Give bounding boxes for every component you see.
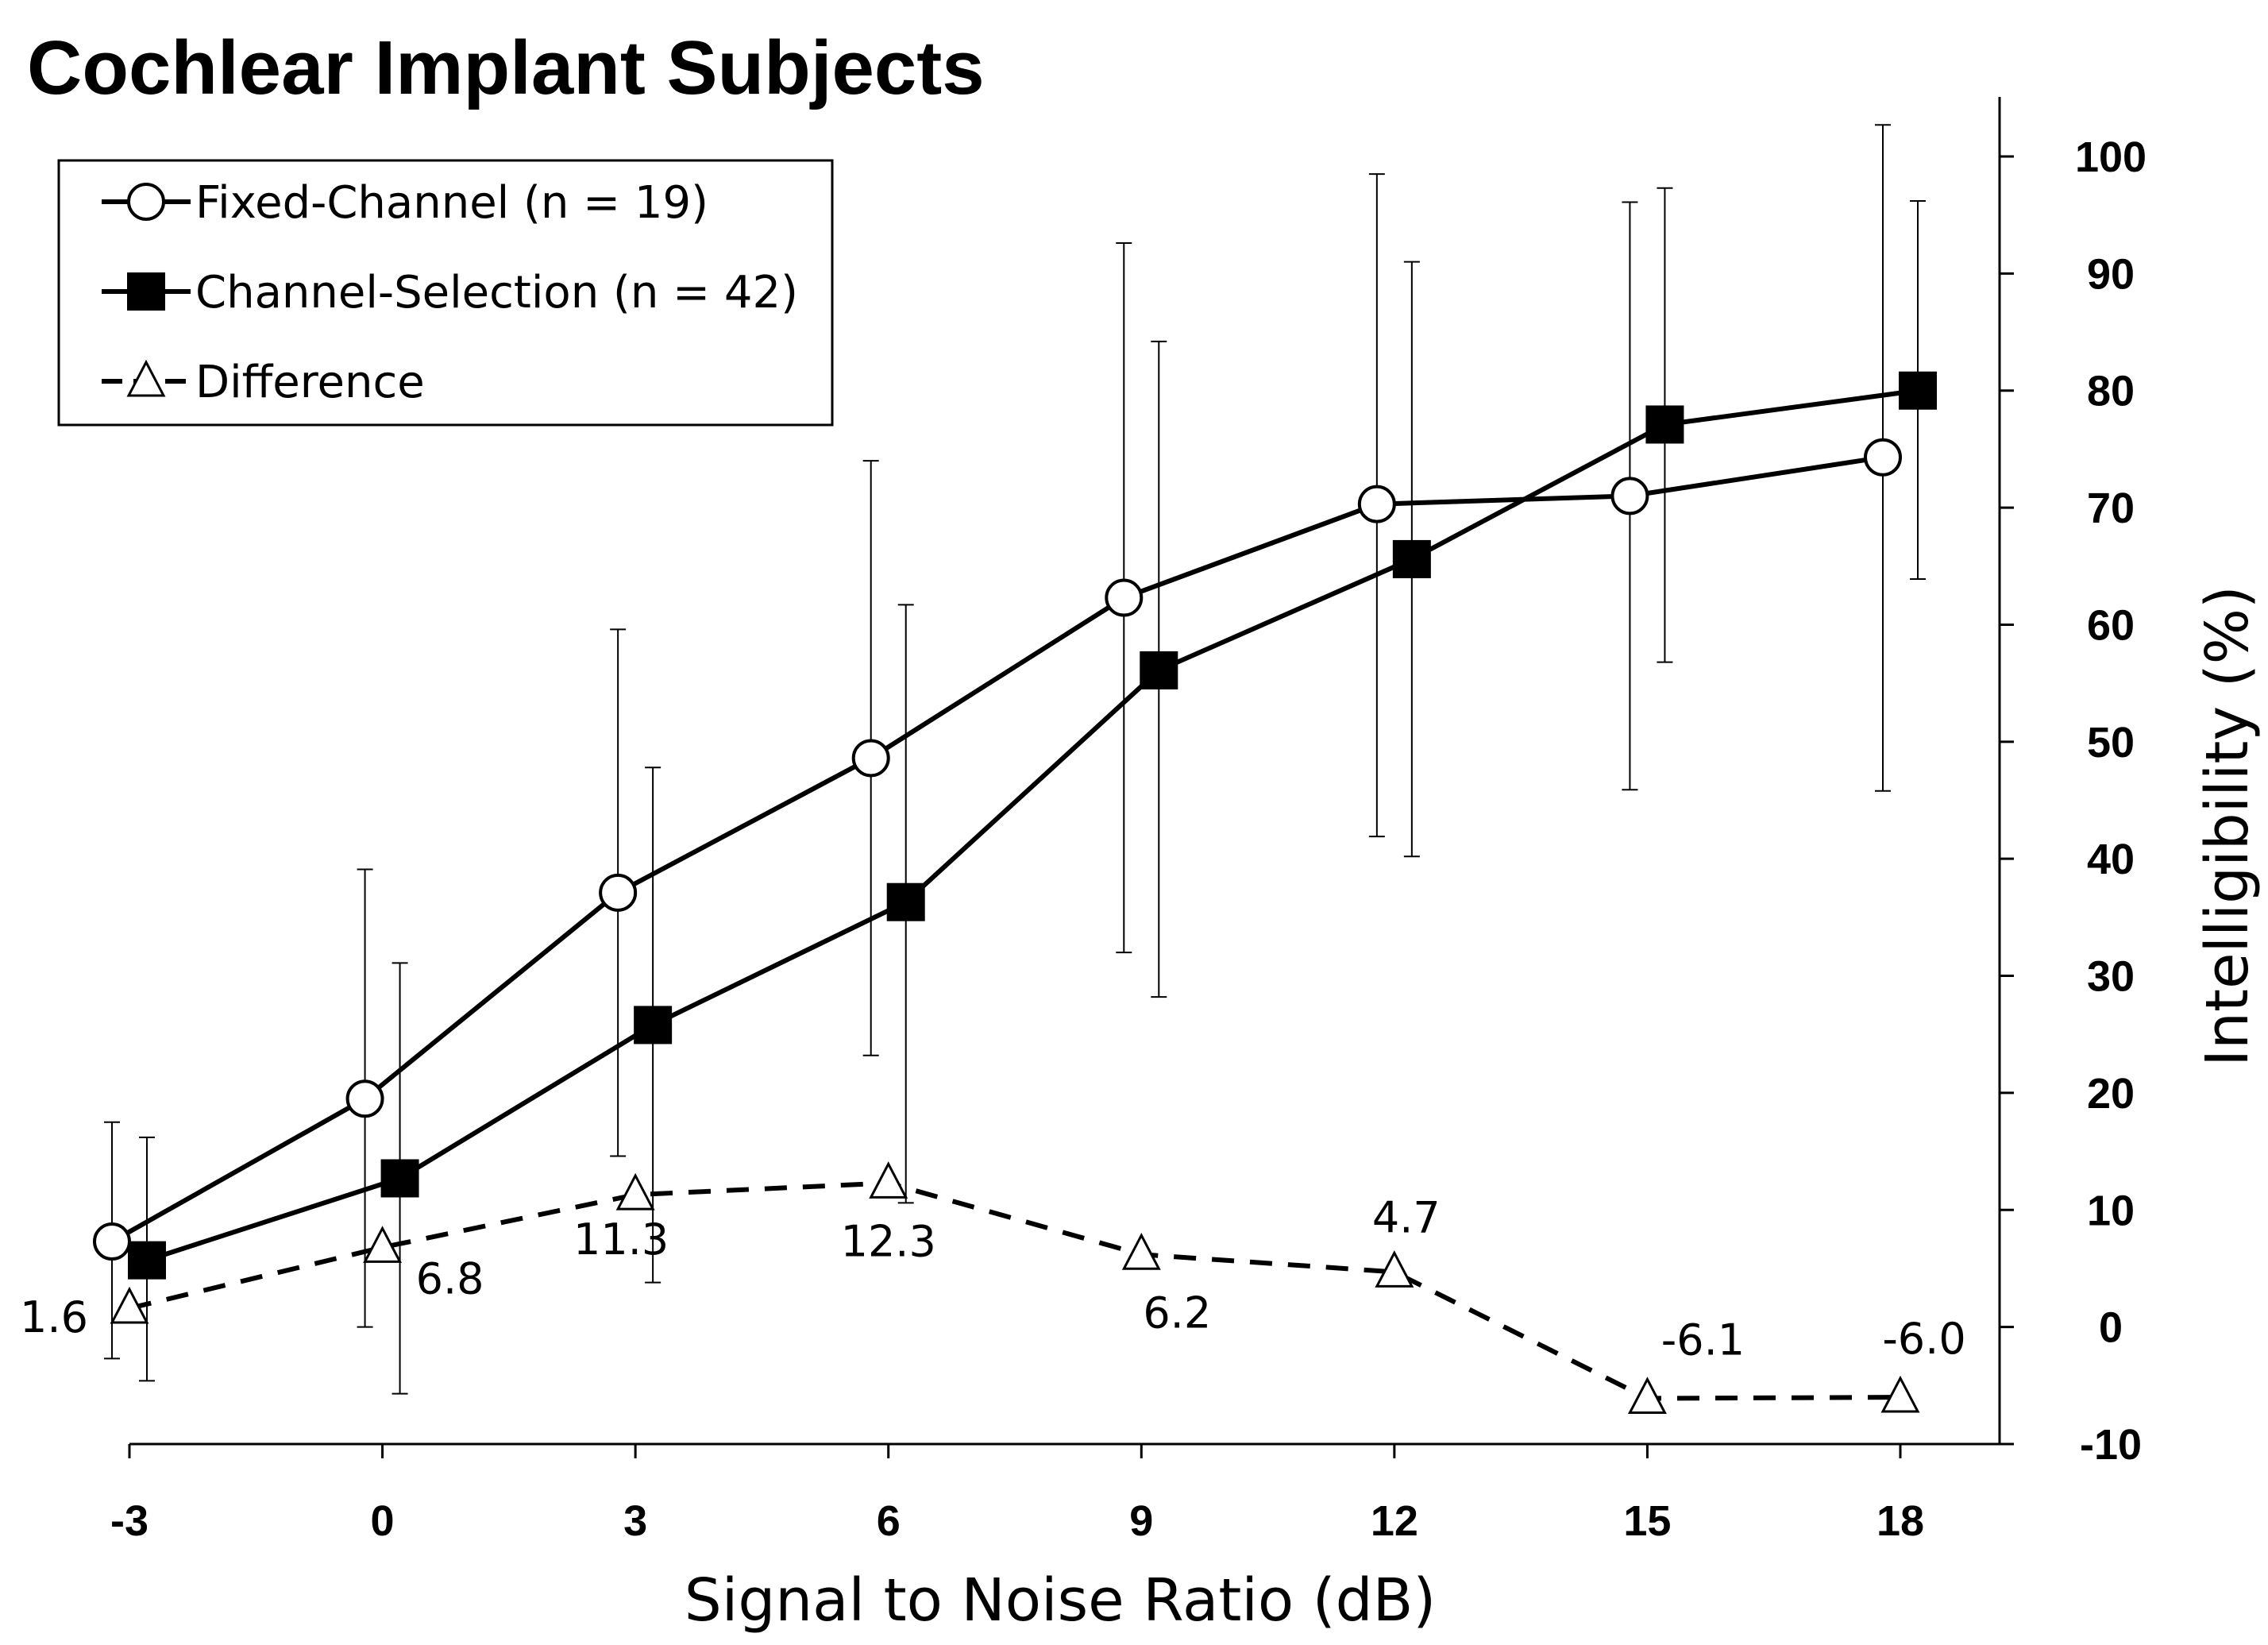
x-tick-label: 3 (623, 1497, 647, 1545)
series-marker (869, 1161, 908, 1199)
legend-label: Channel-Selection (n = 42) (195, 267, 798, 319)
x-tick-label: -3 (110, 1497, 148, 1545)
x-tick-label: 12 (1371, 1497, 1418, 1545)
x-tick-label: 9 (1129, 1497, 1153, 1545)
legend-label: Fixed-Channel (n = 19) (195, 177, 708, 229)
legend-marker (127, 272, 165, 311)
series-line (110, 454, 1884, 1244)
series-marker (1864, 438, 1902, 477)
y-tick-label: 70 (2087, 485, 2135, 532)
series-marker (886, 882, 925, 921)
data-label: 6.2 (1143, 1288, 1211, 1338)
x-tick-label: 18 (1876, 1497, 1924, 1545)
series-marker (1140, 651, 1178, 689)
series-marker (1357, 485, 1396, 523)
y-tick-label: 90 (2087, 250, 2135, 298)
x-tick-label: 15 (1623, 1497, 1671, 1545)
series-marker (1880, 1375, 1920, 1413)
series-line (129, 1180, 1901, 1401)
series-marker (1627, 1377, 1667, 1415)
series-marker (1610, 477, 1649, 516)
y-axis-title: Intelligibility (%) (2193, 585, 2262, 1067)
series-marker (615, 1172, 655, 1211)
data-label: -6.1 (1661, 1315, 1745, 1365)
x-tick-label: 0 (371, 1497, 395, 1545)
y-tick-label: 50 (2087, 719, 2135, 767)
series-lines (110, 388, 1919, 1401)
series-marker (128, 1241, 166, 1280)
series-marker (363, 1226, 403, 1263)
legend: Fixed-Channel (n = 19) Channel-Selection … (57, 159, 834, 427)
chart-title: Cochlear Implant Subjects (27, 25, 985, 110)
series-marker (634, 1006, 673, 1045)
data-label: 4.7 (1372, 1192, 1441, 1242)
legend-marker (126, 359, 166, 397)
data-label: 11.3 (573, 1214, 669, 1265)
series-marker (380, 1159, 419, 1198)
x-axis-title: Signal to Noise Ratio (dB) (685, 1566, 1436, 1635)
axes: -3 0 3 6 9 12 15 18 -10 0 10 20 30 40 50 60 70 80 90 100 (110, 97, 2146, 1545)
data-labels: 1.6 6.8 11.3 12.3 6.2 4.7 -6.1 -6.0 (20, 1192, 1966, 1365)
series-marker (851, 739, 890, 778)
x-tick-label: 6 (877, 1497, 901, 1545)
y-tick-label: 60 (2087, 601, 2135, 649)
series-marker (110, 1286, 149, 1324)
series-marker (1375, 1250, 1414, 1288)
y-tick-label: 30 (2087, 953, 2135, 1001)
series-marker (345, 1079, 384, 1118)
series-line (146, 388, 1919, 1263)
y-tick-label: 40 (2087, 836, 2135, 883)
series-marker (599, 873, 638, 912)
legend-label: Difference (195, 357, 425, 408)
data-label: 6.8 (416, 1253, 484, 1303)
y-tick-label: -10 (2080, 1421, 2142, 1469)
data-label: 12.3 (841, 1216, 936, 1266)
series-markers (93, 371, 1937, 1415)
series-marker (93, 1222, 131, 1261)
y-tick-label: 0 (2099, 1304, 2123, 1352)
legend-marker (127, 183, 165, 221)
series-marker (1121, 1233, 1161, 1270)
y-tick-label: 20 (2087, 1070, 2135, 1118)
series-marker (1392, 539, 1431, 578)
series-marker (1645, 405, 1684, 444)
series-marker (1899, 371, 1937, 410)
y-tick-label: 100 (2075, 133, 2146, 181)
series-marker (1105, 578, 1144, 617)
data-label: -6.0 (1882, 1314, 1965, 1364)
data-label: 1.6 (20, 1292, 88, 1342)
y-tick-label: 80 (2087, 368, 2135, 415)
y-tick-label: 10 (2087, 1187, 2135, 1234)
